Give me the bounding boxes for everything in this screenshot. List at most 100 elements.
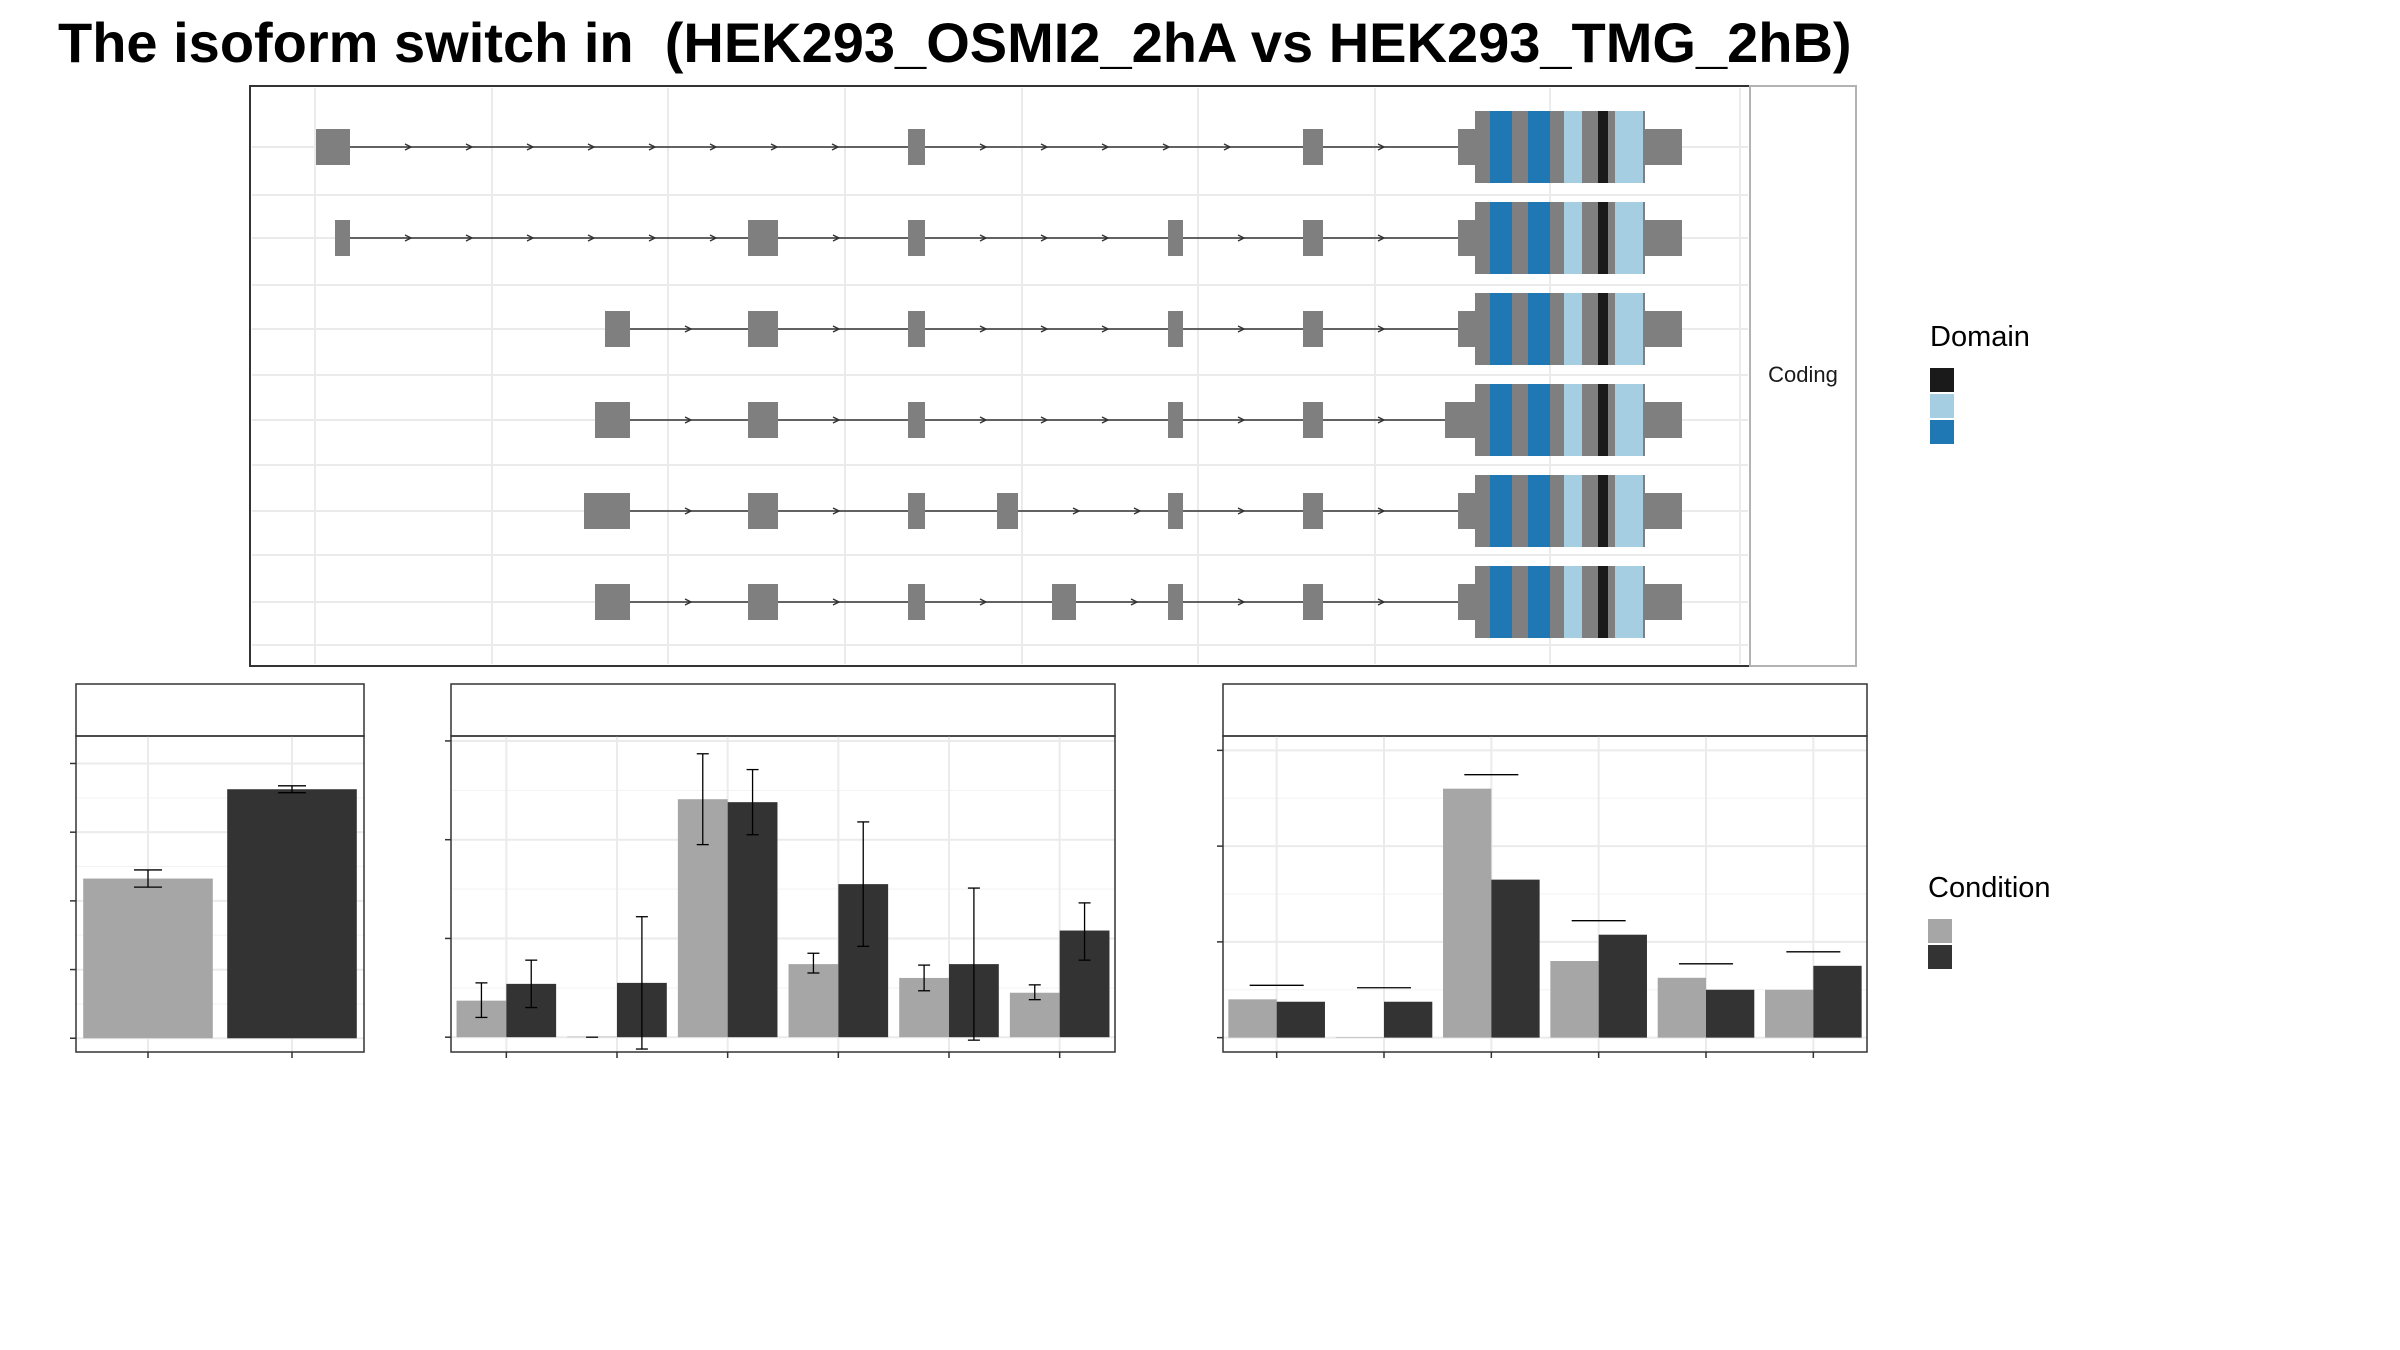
isoform-usage-panel bbox=[1217, 683, 1868, 1058]
exon bbox=[997, 493, 1018, 529]
direction-arrow bbox=[1162, 143, 1171, 151]
bar bbox=[83, 878, 213, 1039]
bar bbox=[227, 789, 357, 1039]
exon-utr bbox=[1458, 493, 1475, 529]
domain-legend-swatch bbox=[1930, 420, 1954, 444]
domain-idr bbox=[1615, 566, 1643, 638]
domain-hnrnpa1 bbox=[1598, 202, 1608, 274]
domain-legend-items bbox=[1930, 368, 1954, 444]
direction-arrow bbox=[1237, 234, 1246, 242]
domain-idr bbox=[1615, 111, 1643, 183]
direction-arrow bbox=[832, 234, 841, 242]
transcript-structure-panel: Coding bbox=[249, 85, 1857, 667]
panel-border bbox=[1222, 735, 1868, 1053]
bar bbox=[1335, 1037, 1384, 1038]
direction-arrow bbox=[1133, 507, 1142, 515]
direction-arrow bbox=[1101, 234, 1110, 242]
direction-arrow bbox=[1237, 598, 1246, 606]
direction-arrow bbox=[526, 143, 535, 151]
direction-arrow bbox=[1377, 143, 1386, 151]
domain-hnrnpa1 bbox=[1598, 566, 1608, 638]
bar bbox=[788, 964, 839, 1038]
exon bbox=[748, 311, 778, 347]
exon bbox=[1168, 493, 1183, 529]
bar bbox=[1491, 879, 1540, 1038]
direction-arrow bbox=[832, 598, 841, 606]
domain-idr bbox=[1564, 202, 1582, 274]
facet-strip bbox=[1749, 85, 1857, 667]
domain-idr bbox=[1564, 475, 1582, 547]
domain-legend: Domain bbox=[1930, 321, 2030, 444]
transcript-track bbox=[316, 111, 1682, 183]
domain-rrm bbox=[1490, 293, 1512, 365]
direction-arrow bbox=[709, 234, 718, 242]
exon bbox=[1168, 311, 1183, 347]
exon bbox=[1303, 220, 1323, 256]
domain-rrm bbox=[1528, 475, 1550, 547]
direction-arrow bbox=[1040, 325, 1049, 333]
exon bbox=[908, 402, 925, 438]
bar bbox=[1657, 977, 1706, 1038]
exon bbox=[1303, 493, 1323, 529]
direction-arrow bbox=[1237, 416, 1246, 424]
domain-idr bbox=[1615, 475, 1643, 547]
exon-utr bbox=[1458, 311, 1475, 347]
direction-arrow bbox=[684, 325, 693, 333]
bar bbox=[727, 802, 778, 1038]
exon bbox=[1168, 220, 1183, 256]
domain-hnrnpa1 bbox=[1598, 111, 1608, 183]
direction-arrow bbox=[709, 143, 718, 151]
exon bbox=[748, 493, 778, 529]
direction-arrow bbox=[1237, 325, 1246, 333]
exon bbox=[1052, 584, 1076, 620]
direction-arrow bbox=[832, 507, 841, 515]
domain-idr bbox=[1564, 566, 1582, 638]
exon bbox=[748, 220, 778, 256]
direction-arrow bbox=[1040, 234, 1049, 242]
direction-arrow bbox=[1072, 507, 1081, 515]
bar bbox=[1384, 1001, 1433, 1038]
figure-title: The isoform switch in (HEK293_OSMI2_2hA … bbox=[58, 11, 1852, 74]
domain-rrm bbox=[1490, 475, 1512, 547]
domain-idr bbox=[1615, 384, 1643, 456]
direction-arrow bbox=[1040, 143, 1049, 151]
direction-arrow bbox=[1101, 416, 1110, 424]
domain-rrm bbox=[1528, 566, 1550, 638]
exon bbox=[748, 402, 778, 438]
condition-legend-swatch bbox=[1928, 919, 1952, 943]
domain-legend-swatch bbox=[1930, 394, 1954, 418]
transcript-track bbox=[584, 475, 1682, 547]
exon bbox=[908, 493, 925, 529]
direction-arrow bbox=[684, 416, 693, 424]
bar bbox=[1443, 788, 1492, 1038]
exon bbox=[1168, 584, 1183, 620]
direction-arrow bbox=[770, 143, 779, 151]
condition-legend-title: Condition bbox=[1928, 872, 2051, 904]
exon bbox=[605, 311, 630, 347]
exon bbox=[316, 129, 350, 165]
panel-border bbox=[450, 735, 1116, 1053]
exon bbox=[908, 584, 925, 620]
direction-arrow bbox=[587, 234, 596, 242]
exon-utr bbox=[1645, 402, 1682, 438]
direction-arrow bbox=[1237, 507, 1246, 515]
exon bbox=[595, 402, 630, 438]
direction-arrow bbox=[1101, 143, 1110, 151]
exon bbox=[748, 584, 778, 620]
direction-arrow bbox=[465, 143, 474, 151]
direction-arrow bbox=[684, 507, 693, 515]
direction-arrow bbox=[684, 598, 693, 606]
direction-arrow bbox=[1377, 234, 1386, 242]
direction-arrow bbox=[1130, 598, 1139, 606]
condition-legend-swatch bbox=[1928, 945, 1952, 969]
structure-tracks bbox=[316, 111, 1682, 638]
domain-idr bbox=[1564, 111, 1582, 183]
exon bbox=[1303, 311, 1323, 347]
domain-rrm bbox=[1490, 566, 1512, 638]
direction-arrow bbox=[404, 143, 413, 151]
domain-idr bbox=[1615, 293, 1643, 365]
direction-arrow bbox=[1040, 416, 1049, 424]
direction-arrow bbox=[1377, 325, 1386, 333]
domain-idr bbox=[1564, 384, 1582, 456]
